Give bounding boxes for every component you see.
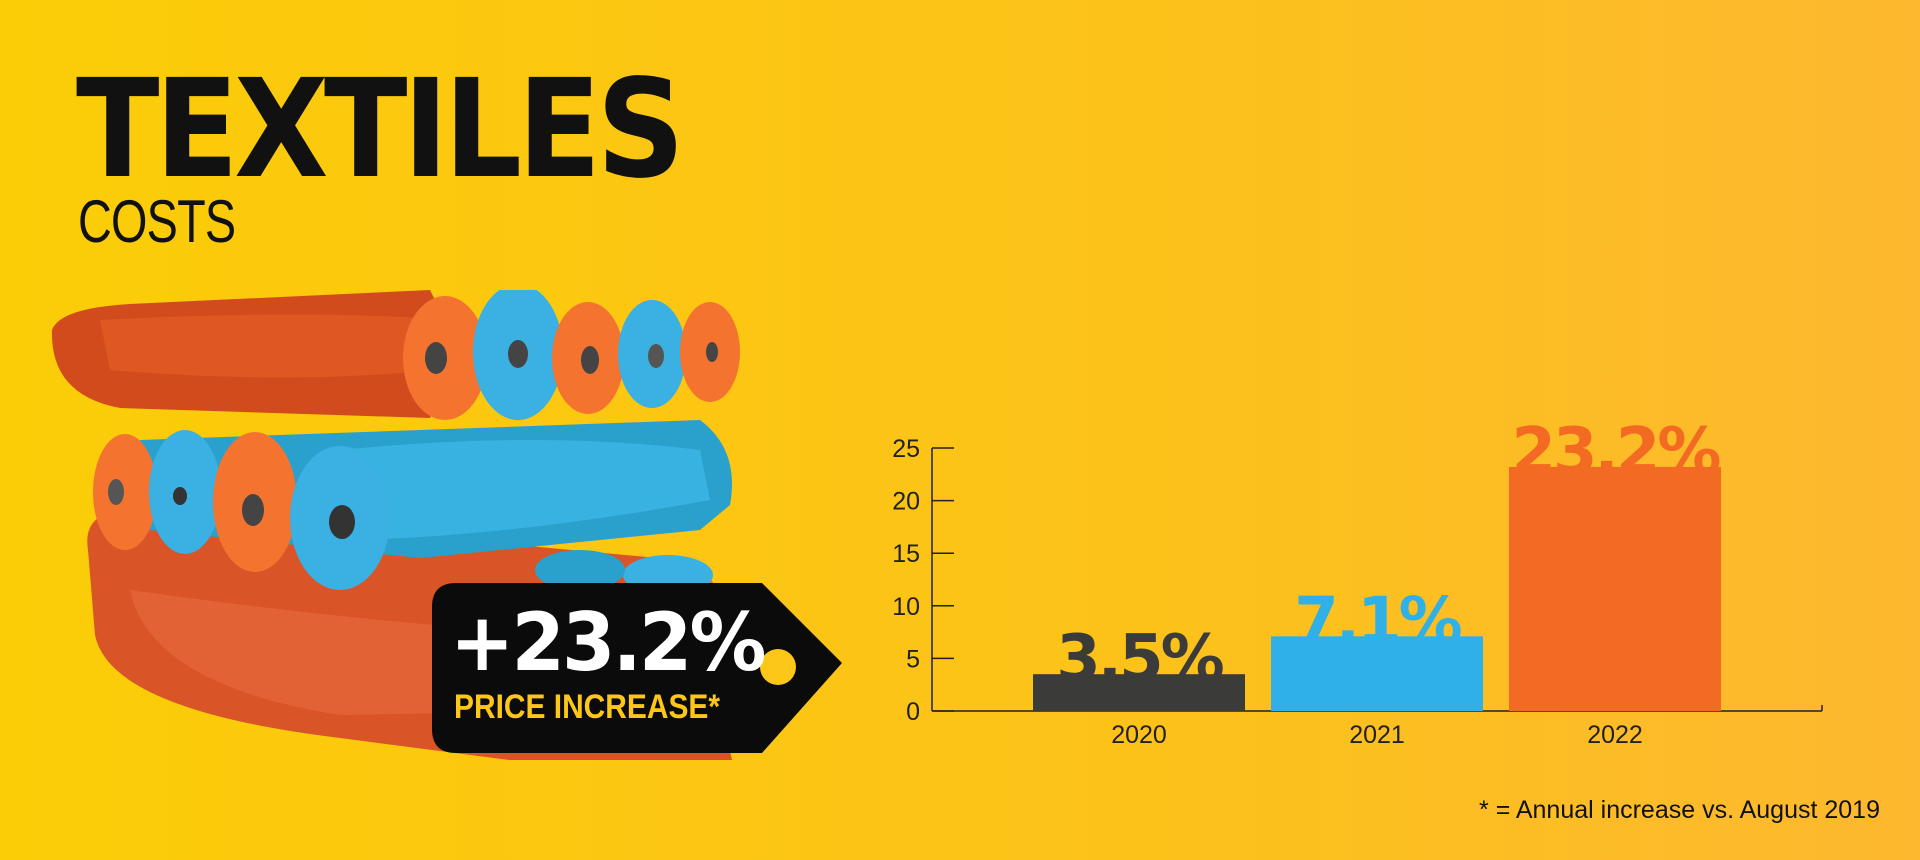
data-label-2020: 3.5% — [1056, 622, 1223, 696]
y-axis: 0 5 10 15 20 25 — [892, 435, 954, 726]
x-tick-label: 2020 — [1111, 721, 1167, 749]
x-tick-label: 2022 — [1587, 721, 1643, 749]
page-title: TEXTILES — [76, 51, 685, 209]
y-tick-label: 0 — [906, 698, 920, 726]
footnote: * = Annual increase vs. August 2019 — [1479, 796, 1880, 824]
y-tick-label: 10 — [892, 593, 920, 621]
price-increase-label: PRICE INCREASE* — [454, 688, 721, 726]
y-tick-label: 25 — [892, 435, 920, 463]
y-tick-label: 15 — [892, 540, 920, 568]
data-label-2022: 23.2% — [1511, 415, 1720, 489]
y-tick-label: 5 — [906, 645, 920, 673]
bar-2020 — [1033, 674, 1245, 711]
fabric-rolls-icon — [51, 290, 740, 760]
price-tag — [432, 583, 842, 753]
x-tick-label: 2021 — [1349, 721, 1405, 749]
y-tick-label: 20 — [892, 488, 920, 516]
roll-end — [93, 434, 157, 550]
page-subtitle: COSTS — [78, 188, 236, 255]
bar-chart: 0 5 10 15 20 25 2020 2021 2022 3.5% 7.1% 23.2% — [892, 415, 1823, 749]
x-axis: 2020 2021 2022 — [932, 705, 1823, 749]
bar-2022 — [1509, 466, 1721, 711]
price-increase-value: +23.2% — [450, 596, 766, 689]
data-labels: 3.5% 7.1% 23.2% — [1056, 415, 1723, 696]
bars — [1033, 466, 1721, 711]
bar-2021 — [1271, 636, 1483, 711]
data-label-2021: 7.1% — [1294, 584, 1461, 658]
tag-hole — [760, 649, 796, 685]
